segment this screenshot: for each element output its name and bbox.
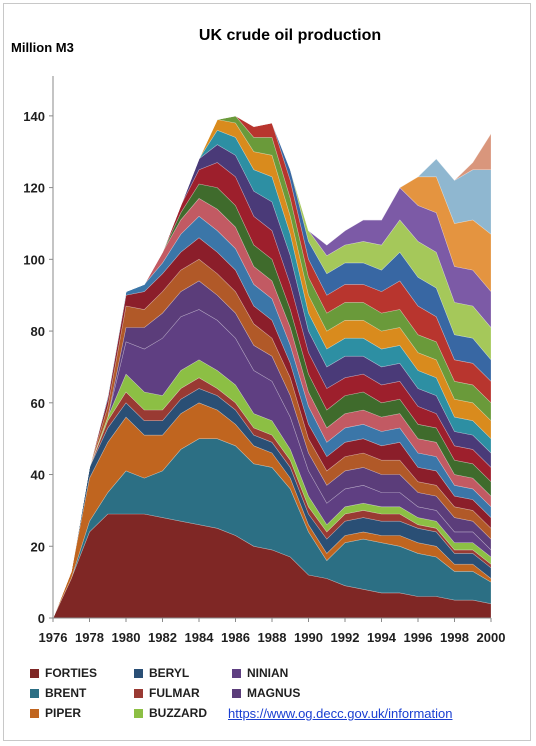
series-area-layer-16 <box>52 129 492 619</box>
series-area-layer-17 <box>52 119 492 619</box>
legend-item-fulmar: FULMAR <box>134 685 200 701</box>
legend-item-ninian: NINIAN <box>232 665 288 681</box>
x-tick-label: 1994 <box>367 630 397 645</box>
x-tick-label: 1976 <box>39 630 68 645</box>
x-tick-label: 1990 <box>294 630 323 645</box>
series-area-layer-12 <box>52 198 492 619</box>
legend-swatch <box>134 668 143 678</box>
x-tick-label: 1998 <box>440 630 469 645</box>
legend-label: FULMAR <box>149 686 200 700</box>
series-area-layer-18 <box>52 115 492 619</box>
legend-item-brent: BRENT <box>30 685 86 701</box>
series-area-layer-13 <box>52 183 492 619</box>
source-link[interactable]: https://www.og.decc.gov.uk/information <box>228 706 453 721</box>
x-tick-label: 1984 <box>185 630 215 645</box>
legend-swatch <box>232 688 241 698</box>
series-area-layer-22 <box>52 115 492 619</box>
y-tick-label: 80 <box>31 324 45 339</box>
series-area-layer-9 <box>52 258 492 619</box>
legend-label: NINIAN <box>247 666 289 680</box>
chart-title: UK crude oil production <box>199 27 381 44</box>
y-axis-label: Million M3 <box>11 40 74 55</box>
x-tick-label: 1996 <box>404 630 433 645</box>
y-tick-label: 40 <box>31 468 45 483</box>
series-area-layer-25 <box>52 115 492 619</box>
legend-swatch <box>134 688 143 698</box>
legend-label: BUZZARD <box>149 706 207 720</box>
legend-swatch <box>232 668 241 678</box>
legend-item-forties: FORTIES <box>30 665 97 681</box>
legend-label: PIPER <box>45 706 82 720</box>
legend-label: BERYL <box>149 666 190 680</box>
x-tick-label: 1986 <box>221 630 250 645</box>
legend-swatch <box>30 708 39 718</box>
y-tick-label: 20 <box>31 539 45 554</box>
legend-swatch <box>30 688 39 698</box>
x-tick-label: 2000 <box>477 630 506 645</box>
x-tick-label: 1982 <box>148 630 177 645</box>
y-tick-label: 140 <box>23 109 45 124</box>
legend-label: MAGNUS <box>247 686 301 700</box>
x-tick-label: 1978 <box>75 630 104 645</box>
series-area-layer-19 <box>52 115 492 619</box>
legend-item-magnus: MAGNUS <box>232 685 300 701</box>
y-tick-label: 120 <box>23 181 45 196</box>
series-area-layer-24 <box>52 115 492 619</box>
series-area-layer-23 <box>52 115 492 619</box>
legend: FORTIES BRENT PIPER BERYL FULMAR BUZZARD NINIA… <box>30 665 330 731</box>
y-tick-label: 100 <box>23 252 45 267</box>
axes: 0 20 40 60 80 100 120 140 1976 1978 1980 1982 1984 19… <box>23 76 505 645</box>
x-tick-label: 1988 <box>258 630 287 645</box>
x-tick-label: 1992 <box>331 630 360 645</box>
area-layers <box>52 115 492 619</box>
series-area-layer-15 <box>52 144 492 619</box>
series-area-piper <box>52 402 492 619</box>
x-tick-label: 1980 <box>112 630 141 645</box>
legend-swatch <box>30 668 39 678</box>
legend-item-buzzard: BUZZARD <box>134 705 207 721</box>
y-tick-label: 0 <box>38 611 45 626</box>
y-tick-label: 60 <box>31 396 45 411</box>
legend-item-beryl: BERYL <box>134 665 189 681</box>
series-area-layer-14 <box>52 162 492 619</box>
legend-label: FORTIES <box>45 666 98 680</box>
legend-label: BRENT <box>45 686 87 700</box>
series-area-buzzard <box>52 359 492 619</box>
legend-swatch <box>134 708 143 718</box>
legend-item-piper: PIPER <box>30 705 81 721</box>
series-area-layer-20 <box>52 115 492 619</box>
series-area-layer-21 <box>52 115 492 619</box>
